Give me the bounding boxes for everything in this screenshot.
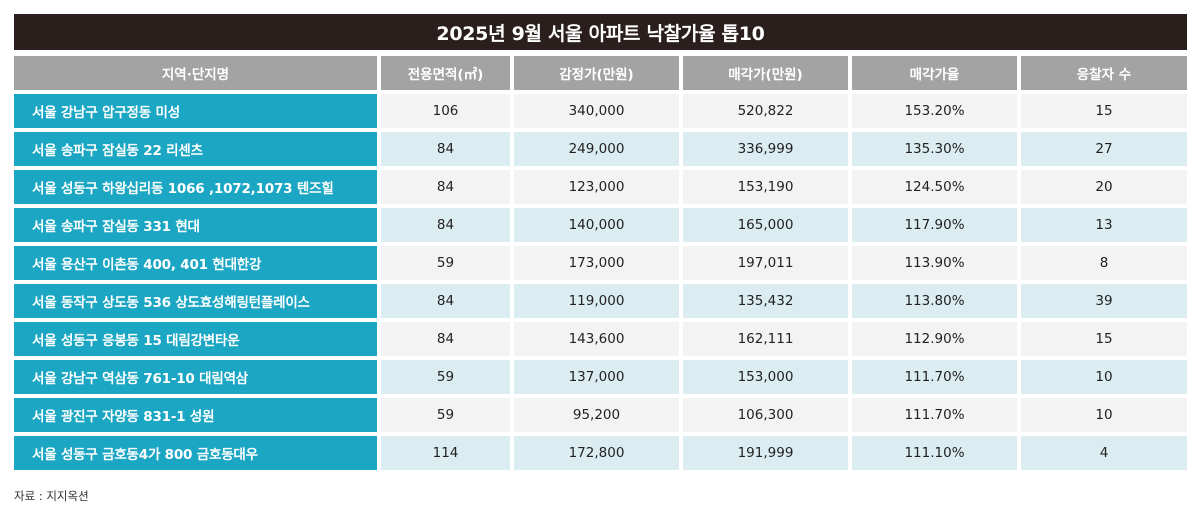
- cell-appraisal: 137,000: [514, 360, 679, 394]
- header-rate: 매각가율: [852, 56, 1017, 90]
- cell-sale: 336,999: [683, 132, 848, 166]
- cell-bidders: 15: [1021, 94, 1187, 128]
- cell-area: 84: [381, 132, 510, 166]
- cell-bidders: 39: [1021, 284, 1187, 318]
- cell-bidders: 4: [1021, 436, 1187, 470]
- cell-area: 84: [381, 284, 510, 318]
- cell-bidders: 13: [1021, 208, 1187, 242]
- cell-bidders: 15: [1021, 322, 1187, 356]
- cell-sale: 191,999: [683, 436, 848, 470]
- source-note: 자료 : 지지옥션: [14, 489, 89, 503]
- cell-name: 서울 송파구 잠실동 331 현대: [14, 208, 377, 242]
- cell-name: 서울 강남구 압구정동 미성: [14, 94, 377, 128]
- cell-name: 서울 송파구 잠실동 22 리센츠: [14, 132, 377, 166]
- cell-area: 106: [381, 94, 510, 128]
- cell-area: 84: [381, 322, 510, 356]
- cell-sale: 165,000: [683, 208, 848, 242]
- cell-sale: 162,111: [683, 322, 848, 356]
- cell-rate: 117.90%: [852, 208, 1017, 242]
- cell-rate: 111.10%: [852, 436, 1017, 470]
- header-name: 지역·단지명: [14, 56, 377, 90]
- cell-area: 84: [381, 170, 510, 204]
- cell-rate: 111.70%: [852, 360, 1017, 394]
- cell-appraisal: 123,000: [514, 170, 679, 204]
- cell-sale: 153,000: [683, 360, 848, 394]
- cell-area: 59: [381, 360, 510, 394]
- cell-appraisal: 119,000: [514, 284, 679, 318]
- cell-appraisal: 340,000: [514, 94, 679, 128]
- cell-name: 서울 성동구 하왕십리동 1066 ,1072,1073 텐즈힐: [14, 170, 377, 204]
- cell-rate: 135.30%: [852, 132, 1017, 166]
- cell-name: 서울 광진구 자양동 831-1 성원: [14, 398, 377, 432]
- cell-area: 84: [381, 208, 510, 242]
- cell-sale: 197,011: [683, 246, 848, 280]
- cell-name: 서울 동작구 상도동 536 상도효성해링턴플레이스: [14, 284, 377, 318]
- cell-name: 서울 강남구 역삼동 761-10 대림역삼: [14, 360, 377, 394]
- cell-rate: 112.90%: [852, 322, 1017, 356]
- header-area: 전용면적(㎡): [381, 56, 510, 90]
- cell-area: 114: [381, 436, 510, 470]
- cell-sale: 520,822: [683, 94, 848, 128]
- cell-rate: 153.20%: [852, 94, 1017, 128]
- cell-rate: 113.80%: [852, 284, 1017, 318]
- cell-appraisal: 249,000: [514, 132, 679, 166]
- cell-area: 59: [381, 246, 510, 280]
- cell-area: 59: [381, 398, 510, 432]
- cell-sale: 153,190: [683, 170, 848, 204]
- cell-bidders: 10: [1021, 398, 1187, 432]
- header-bidders: 응찰자 수: [1021, 56, 1187, 90]
- cell-bidders: 27: [1021, 132, 1187, 166]
- data-table: 지역·단지명 전용면적(㎡) 감정가(만원) 매각가(만원) 매각가율 응찰자 …: [14, 56, 1187, 470]
- cell-bidders: 8: [1021, 246, 1187, 280]
- table-title: 2025년 9월 서울 아파트 낙찰가율 톱10: [14, 14, 1187, 50]
- header-sale: 매각가(만원): [683, 56, 848, 90]
- header-appraisal: 감정가(만원): [514, 56, 679, 90]
- cell-name: 서울 용산구 이촌동 400, 401 현대한강: [14, 246, 377, 280]
- cell-appraisal: 172,800: [514, 436, 679, 470]
- cell-rate: 111.70%: [852, 398, 1017, 432]
- cell-appraisal: 140,000: [514, 208, 679, 242]
- cell-name: 서울 성동구 응봉동 15 대림강변타운: [14, 322, 377, 356]
- cell-rate: 124.50%: [852, 170, 1017, 204]
- cell-appraisal: 95,200: [514, 398, 679, 432]
- cell-bidders: 20: [1021, 170, 1187, 204]
- cell-sale: 106,300: [683, 398, 848, 432]
- cell-sale: 135,432: [683, 284, 848, 318]
- cell-appraisal: 173,000: [514, 246, 679, 280]
- cell-rate: 113.90%: [852, 246, 1017, 280]
- cell-name: 서울 성동구 금호동4가 800 금호동대우: [14, 436, 377, 470]
- cell-appraisal: 143,600: [514, 322, 679, 356]
- cell-bidders: 10: [1021, 360, 1187, 394]
